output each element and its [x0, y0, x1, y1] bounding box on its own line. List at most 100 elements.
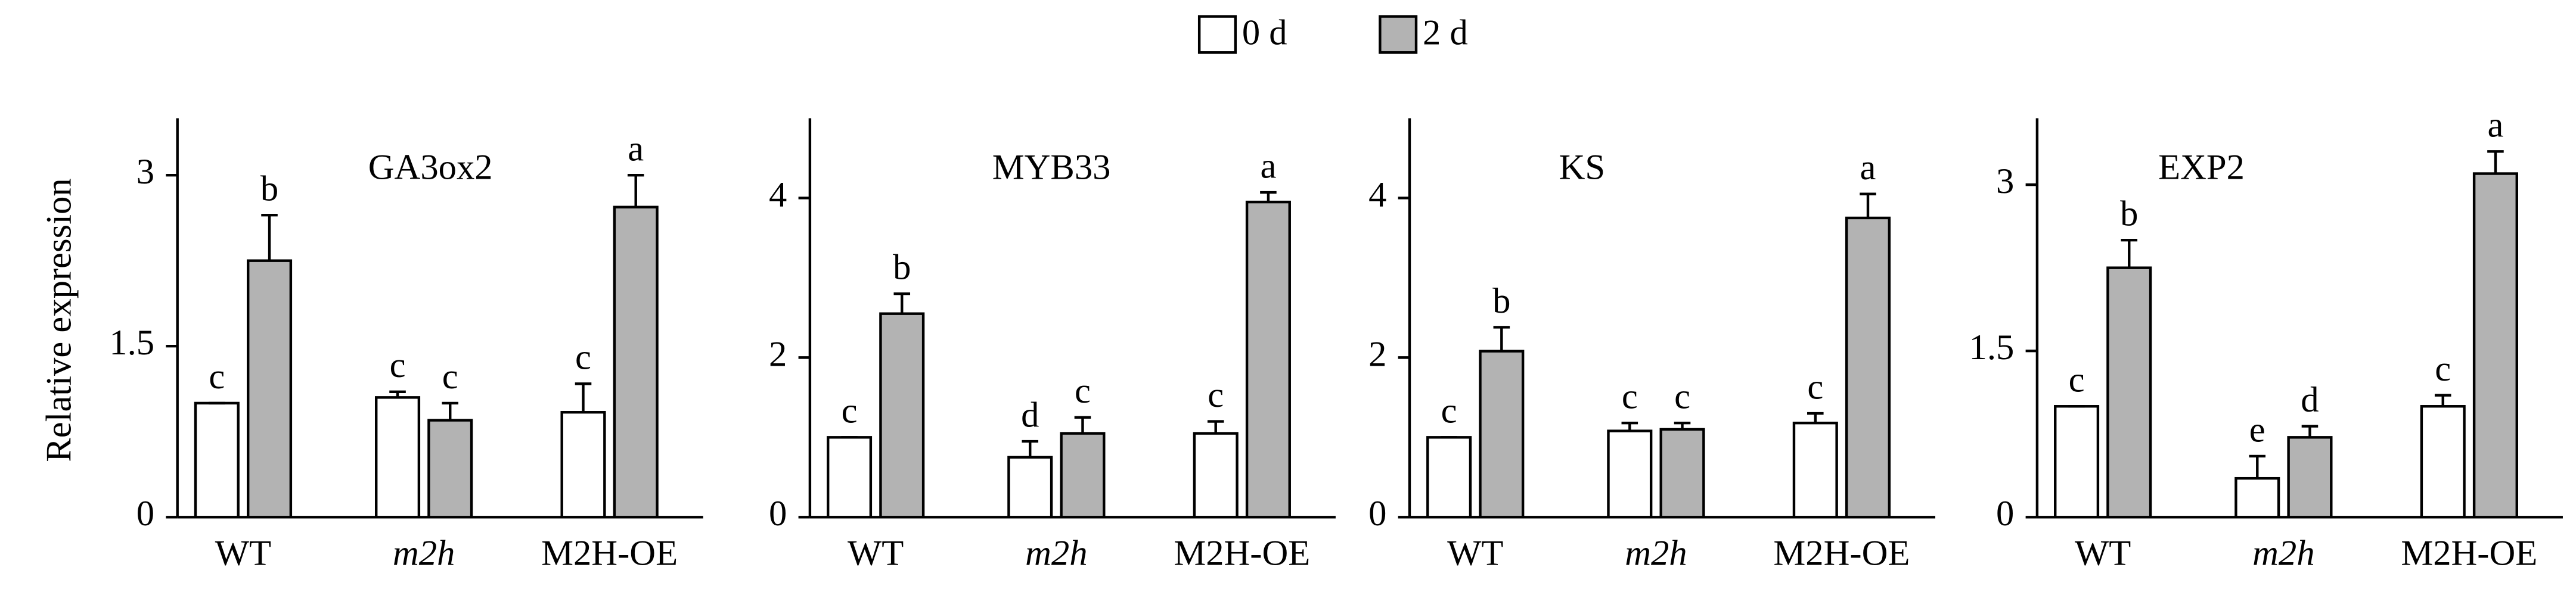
- significance-letter: c: [1622, 377, 1638, 417]
- error-bar: [2121, 238, 2138, 268]
- bar: [2420, 405, 2466, 519]
- bar: [247, 259, 293, 519]
- significance-letter: c: [575, 338, 591, 378]
- significance-letter: a: [628, 129, 644, 169]
- y-tick-label: 2: [769, 334, 787, 374]
- error-bar: [1493, 326, 1510, 351]
- legend-label: 2 d: [1423, 13, 1468, 53]
- bar: [1245, 200, 1291, 519]
- y-tick-label: 2: [1368, 334, 1386, 374]
- bar: [2472, 172, 2518, 519]
- y-tick-label: 4: [769, 175, 787, 214]
- y-axis-label: Relative expression: [39, 178, 79, 462]
- chart-title: MYB33: [992, 148, 1111, 188]
- bar: [1193, 432, 1239, 519]
- x-tick-label: WT: [215, 533, 271, 573]
- bar: [1007, 456, 1053, 519]
- significance-letter: c: [2069, 360, 2085, 400]
- error-bar: [2301, 425, 2319, 438]
- significance-letter: c: [1441, 391, 1457, 431]
- significance-letter: c: [390, 345, 406, 385]
- chart-title: EXP2: [2158, 148, 2245, 188]
- significance-letter: a: [1860, 148, 1876, 188]
- significance-letter: c: [442, 357, 458, 397]
- error-bar: [2249, 454, 2266, 479]
- x-tick-label: M2H-OE: [1174, 533, 1310, 573]
- significance-letter: b: [893, 248, 911, 288]
- significance-letter: b: [1492, 281, 1510, 321]
- y-tick-label: 0: [136, 494, 154, 534]
- bar: [1659, 428, 1705, 519]
- error-bar: [1674, 422, 1691, 429]
- bar: [375, 396, 421, 519]
- significance-letter: d: [2301, 380, 2319, 420]
- significance-letter: c: [842, 391, 858, 431]
- bar: [2106, 266, 2152, 519]
- bar: [194, 401, 240, 519]
- error-bar: [1807, 412, 1824, 423]
- bar: [2287, 436, 2333, 519]
- error-bar: [442, 401, 459, 420]
- bar: [560, 411, 606, 519]
- error-bar: [2434, 394, 2451, 407]
- significance-letter: c: [2435, 349, 2451, 389]
- y-tick-label: 4: [1368, 175, 1386, 214]
- x-tick-label: m2h: [1625, 533, 1687, 573]
- x-tick-label: WT: [848, 533, 904, 573]
- error-bar: [261, 213, 278, 261]
- error-bar: [575, 382, 592, 413]
- y-tick-label: 3: [1996, 161, 2014, 201]
- bar: [2234, 476, 2280, 519]
- significance-letter: c: [1674, 377, 1690, 417]
- y-tick-label: 1.5: [1969, 328, 2015, 367]
- chart-title: GA3ox2: [368, 148, 493, 188]
- y-tick-label: 0: [1996, 494, 2014, 534]
- error-bar: [1074, 416, 1091, 434]
- bar: [879, 312, 925, 519]
- x-tick-label: WT: [2075, 533, 2131, 573]
- x-tick-label: M2H-OE: [2401, 533, 2537, 573]
- legend-swatch: [1379, 15, 1418, 54]
- x-tick-label: M2H-OE: [541, 533, 678, 573]
- error-bar: [1022, 440, 1039, 457]
- error-bar: [1860, 192, 1876, 218]
- x-tick-label: m2h: [2252, 533, 2314, 573]
- error-bar: [2487, 150, 2504, 174]
- error-bar: [389, 390, 406, 398]
- significance-letter: b: [260, 169, 278, 208]
- chart-title: KS: [1559, 148, 1606, 188]
- significance-letter: c: [1208, 375, 1224, 415]
- significance-letter: c: [1807, 367, 1823, 407]
- y-tick-label: 0: [1368, 494, 1386, 534]
- bar: [1426, 436, 1472, 519]
- legend-swatch: [1197, 15, 1237, 54]
- bar: [613, 205, 659, 519]
- significance-letter: c: [209, 357, 225, 397]
- bar: [827, 436, 873, 519]
- significance-letter: e: [2249, 410, 2265, 450]
- y-tick-label: 1.5: [109, 323, 154, 363]
- significance-letter: a: [2487, 105, 2503, 145]
- significance-letter: d: [1021, 395, 1039, 435]
- bar: [1792, 422, 1838, 519]
- y-tick-label: 0: [769, 494, 787, 534]
- error-bar: [627, 173, 644, 207]
- x-tick-label: m2h: [1025, 533, 1087, 573]
- x-tick-label: M2H-OE: [1773, 533, 1910, 573]
- legend-label: 0 d: [1242, 13, 1287, 53]
- bar: [1845, 216, 1891, 519]
- significance-letter: c: [1075, 371, 1091, 411]
- bar: [1479, 350, 1525, 519]
- bar: [2054, 405, 2100, 519]
- x-tick-label: WT: [1447, 533, 1503, 573]
- significance-letter: b: [2120, 194, 2138, 233]
- x-tick-label: m2h: [393, 533, 455, 573]
- error-bar: [1260, 191, 1277, 202]
- bar: [427, 419, 473, 519]
- bar: [1607, 429, 1653, 519]
- y-tick-label: 3: [136, 152, 154, 192]
- error-bar: [893, 292, 911, 314]
- significance-letter: a: [1260, 146, 1276, 186]
- error-bar: [1621, 422, 1638, 431]
